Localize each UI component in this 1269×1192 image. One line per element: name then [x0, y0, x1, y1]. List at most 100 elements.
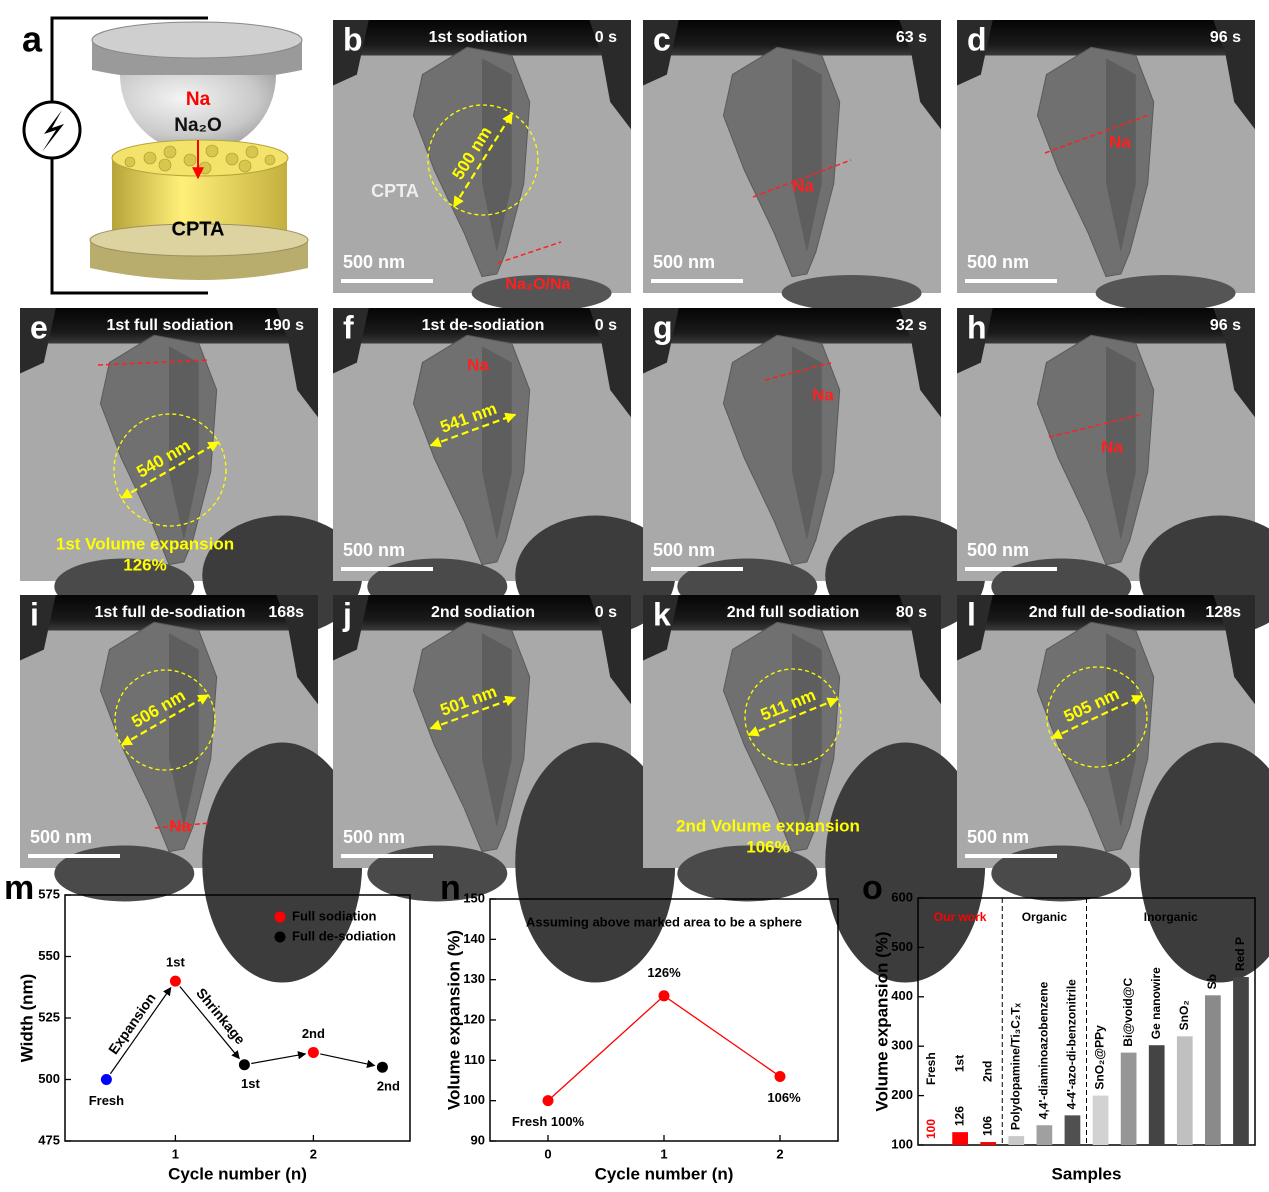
tem-debris: [781, 275, 922, 311]
panel-letter: j: [342, 596, 352, 632]
x-axis-label: Cycle number (n): [595, 1164, 734, 1183]
value-label: 100: [924, 1119, 938, 1139]
tem-debris: [1095, 275, 1236, 311]
annotation: 1st Volume expansion: [56, 534, 234, 553]
panel-time: 63 s: [896, 29, 927, 46]
panel-letter: g: [653, 309, 673, 345]
bar: [952, 1132, 968, 1145]
legend-marker: [274, 931, 286, 943]
x-axis-label: Cycle number (n): [168, 1164, 307, 1183]
category-label: Sb: [1205, 974, 1219, 989]
bar: [1176, 1036, 1193, 1145]
tem-panel: Na c 63 s 500 nm: [643, 20, 941, 311]
y-tick-label: 600: [891, 889, 913, 904]
tem-frame: [589, 308, 631, 418]
measure-arrow: [429, 412, 517, 448]
point: [542, 1095, 554, 1107]
panel-title: 1st de-sodiation: [422, 317, 545, 334]
category-label: SnO₂@PPy: [1093, 1025, 1107, 1090]
measure-arrow: [1050, 694, 1144, 740]
tem-frame: [899, 308, 941, 418]
panel-letter: a: [22, 19, 43, 60]
panel-time: 190 s: [264, 317, 304, 334]
tem-frame: [957, 595, 993, 661]
scale-label: 500 nm: [343, 540, 405, 560]
panel-letter: h: [967, 309, 987, 345]
group-label: Organic: [1022, 910, 1068, 924]
annotation: 2nd Volume expansion: [676, 816, 860, 835]
category-label: 4-4'-azo-di-benzonitrile: [1065, 979, 1079, 1110]
tem-frame: [1213, 595, 1255, 705]
point: [100, 1074, 112, 1085]
bar: [1092, 1095, 1109, 1145]
y-tick-label: 200: [891, 1087, 913, 1102]
schematic-label: CPTA: [172, 218, 225, 240]
legend-label: Full de-sodiation: [292, 928, 396, 943]
panel-title: 2nd full de-sodiation: [1029, 604, 1185, 621]
tem-debris: [825, 742, 986, 983]
tem-frame: [276, 595, 318, 705]
value-label: 126%: [647, 965, 681, 980]
group-label: Our work: [934, 910, 987, 924]
tem-frame: [643, 308, 679, 374]
scale-label: 500 nm: [967, 540, 1029, 560]
tem-frame: [957, 20, 993, 86]
bar: [1036, 1125, 1053, 1145]
scale-label: 500 nm: [967, 252, 1029, 272]
x-tick-label: 2: [776, 1146, 783, 1161]
particle-core: [1106, 346, 1136, 541]
scale-label: 500 nm: [343, 827, 405, 847]
tem-debris: [367, 845, 508, 902]
point-label: 1st: [166, 955, 185, 970]
connector-arrow: [320, 1053, 376, 1069]
tem-panel: Na h 96 s 500 nm: [957, 308, 1269, 636]
value-label: 126: [952, 1106, 966, 1126]
value-label: 106: [980, 1116, 994, 1136]
reaction-front: [97, 359, 211, 366]
point: [238, 1059, 250, 1071]
point-label: 2nd: [302, 1026, 325, 1041]
category-label: Fresh: [924, 1052, 938, 1085]
bar: [980, 1142, 997, 1145]
schematic-label: Na₂O: [174, 115, 222, 136]
annotation: Shrinkage: [193, 985, 249, 1048]
panel-letter: e: [30, 309, 48, 345]
connector-arrow: [251, 1051, 307, 1065]
y-tick-label: 140: [463, 931, 485, 946]
value-label: 106%: [767, 1090, 801, 1105]
annotation: Na: [792, 176, 814, 195]
category-label: Bi@void@C: [1121, 978, 1135, 1047]
cpta-pores: [124, 144, 276, 175]
x-tick-label: 1: [172, 1146, 179, 1161]
panel-time: 80 s: [896, 604, 927, 621]
y-axis-label: Volume expansion (%): [872, 931, 891, 1111]
tem-frame: [1213, 20, 1255, 130]
reaction-front: [764, 362, 832, 381]
measure-arrow: [452, 112, 514, 208]
tem-frame: [333, 595, 369, 661]
category-label: Polydopamine/Ti₃C₂Tₓ: [1008, 1002, 1022, 1130]
x-axis-label: Samples: [1052, 1164, 1122, 1183]
panel-time: 32 s: [896, 317, 927, 334]
tem-debris: [54, 845, 195, 902]
bottom-plate-face: [89, 223, 309, 257]
bar: [1120, 1052, 1137, 1145]
bar: [1205, 995, 1221, 1145]
category-label: SnO₂: [1177, 1000, 1191, 1030]
reaction-front: [1044, 114, 1150, 154]
panel-time: 0 s: [595, 604, 617, 621]
panel-time: 96 s: [1210, 29, 1241, 46]
panel-time: 0 s: [595, 317, 617, 334]
lightning-icon: [42, 110, 64, 152]
y-tick-label: 525: [38, 1009, 60, 1024]
category-label: 2nd: [980, 1061, 994, 1082]
y-tick-label: 575: [38, 886, 60, 901]
bar: [1233, 977, 1249, 1145]
panel-letter: c: [653, 21, 671, 57]
tem-frame: [899, 595, 941, 705]
legend-marker: [274, 911, 286, 923]
